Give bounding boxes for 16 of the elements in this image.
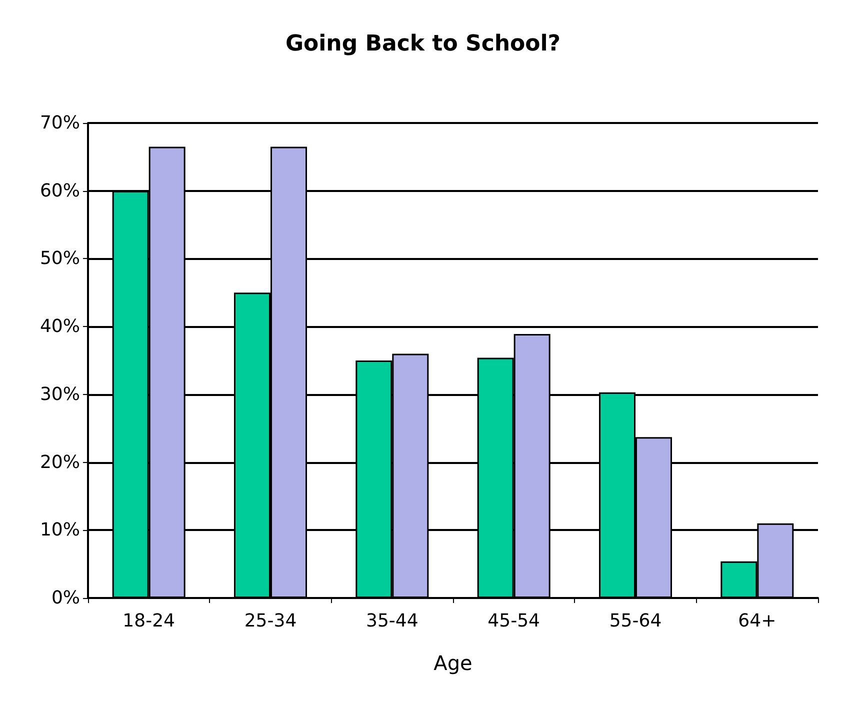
- x-axis-title: Age: [434, 651, 472, 675]
- x-tick-label: 55-64: [609, 610, 662, 632]
- x-tick-label: 45-54: [488, 610, 540, 632]
- x-tick-label: 25-34: [244, 610, 297, 632]
- y-tick-label: 10%: [40, 520, 80, 541]
- y-tick-label: 60%: [40, 180, 80, 202]
- x-tick-label: 18-24: [122, 610, 175, 632]
- y-tick-label: 20%: [40, 452, 80, 473]
- chart-title: Going Back to School?: [285, 32, 561, 56]
- x-tick-label: 35-44: [366, 610, 418, 632]
- x-tick-label: 64+: [738, 610, 776, 632]
- y-tick-label: 30%: [40, 384, 80, 405]
- y-tick-label: 50%: [40, 248, 80, 270]
- y-tick-label: 0%: [51, 588, 80, 608]
- y-tick-label: 70%: [40, 112, 80, 134]
- y-tick-label: 40%: [40, 316, 80, 338]
